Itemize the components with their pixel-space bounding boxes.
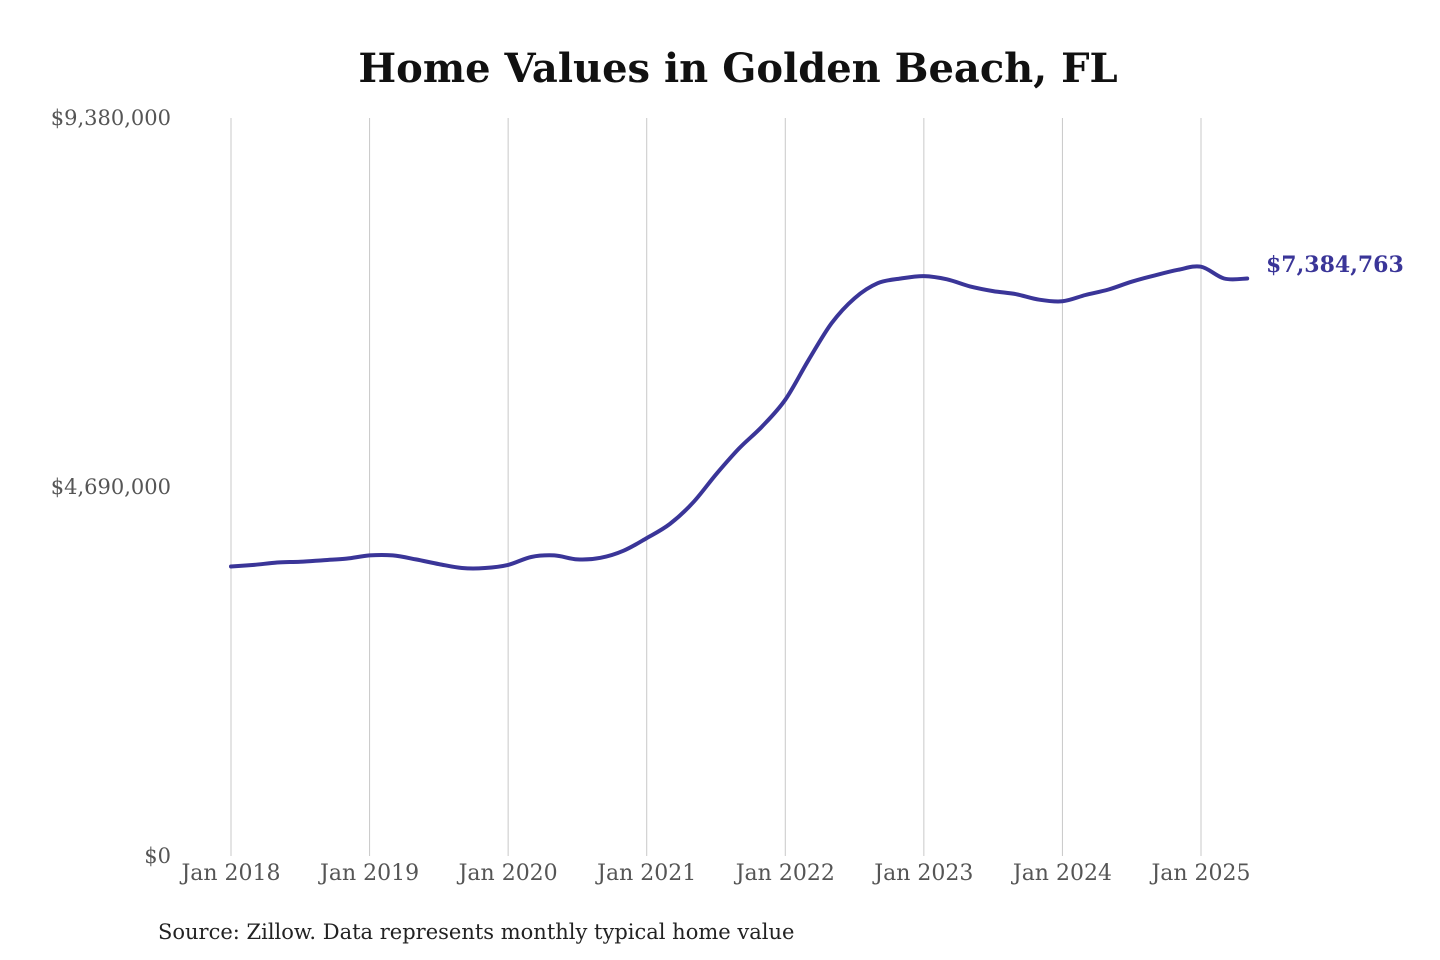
- data-point: [645, 536, 649, 540]
- data-point: [991, 289, 995, 293]
- data-point: [575, 557, 579, 561]
- data-point: [691, 501, 695, 505]
- x-tick-label: Jan 2021: [595, 861, 696, 886]
- data-point: [714, 472, 718, 476]
- data-point: [483, 566, 487, 570]
- data-point: [414, 557, 418, 561]
- home-value-line: [229, 264, 1250, 571]
- data-point: [876, 281, 880, 285]
- data-point: [529, 555, 533, 559]
- data-point: [1199, 265, 1203, 269]
- data-point: [737, 446, 741, 450]
- data-point: [1037, 298, 1041, 302]
- data-point: [1245, 277, 1249, 281]
- data-point: [599, 556, 603, 560]
- x-axis-ticks: Jan 2018 Jan 2019 Jan 2020 Jan 2021 Jan 2022…: [179, 861, 1250, 886]
- data-point: [806, 358, 810, 362]
- data-point: [1153, 273, 1157, 277]
- data-point: [437, 562, 441, 566]
- data-point: [391, 553, 395, 557]
- data-point: [298, 560, 302, 564]
- vertical-gridlines: [230, 118, 1202, 856]
- data-point: [368, 553, 372, 557]
- x-tick-label: Jan 2023: [872, 861, 973, 886]
- data-point: [922, 274, 926, 278]
- x-tick-label: Jan 2022: [734, 861, 835, 886]
- data-point: [829, 321, 833, 325]
- latest-value-label: $7,384,763: [1266, 252, 1404, 278]
- data-point: [853, 296, 857, 300]
- data-point: [229, 564, 233, 568]
- data-point: [1084, 293, 1088, 297]
- y-tick-label: $9,380,000: [51, 106, 171, 130]
- x-tick-label: Jan 2020: [457, 861, 558, 886]
- chart-title: Home Values in Golden Beach, FL: [358, 45, 1117, 92]
- data-points: [229, 265, 1249, 570]
- x-tick-label: Jan 2025: [1149, 861, 1250, 886]
- data-point: [783, 398, 787, 402]
- data-point: [1060, 299, 1064, 303]
- data-point: [899, 277, 903, 281]
- data-point: [668, 522, 672, 526]
- data-point: [945, 277, 949, 281]
- y-tick-label: $0: [144, 844, 171, 868]
- source-note: Source: Zillow. Data represents monthly …: [158, 920, 794, 944]
- data-point: [760, 424, 764, 428]
- data-point: [1107, 288, 1111, 292]
- x-tick-label: Jan 2018: [179, 861, 280, 886]
- y-axis-ticks: $0 $4,690,000 $9,380,000: [51, 106, 171, 868]
- data-point: [344, 557, 348, 561]
- data-point: [252, 563, 256, 567]
- data-point: [1130, 280, 1134, 284]
- data-point: [460, 566, 464, 570]
- data-point: [1014, 292, 1018, 296]
- data-point: [622, 549, 626, 553]
- data-point: [552, 553, 556, 557]
- y-tick-label: $4,690,000: [51, 475, 171, 499]
- data-point: [506, 563, 510, 567]
- x-tick-label: Jan 2024: [1011, 861, 1112, 886]
- data-point: [275, 561, 279, 565]
- data-point: [968, 284, 972, 288]
- data-point: [321, 558, 325, 562]
- data-point: [1176, 268, 1180, 272]
- x-tick-label: Jan 2019: [318, 861, 419, 886]
- data-point: [1222, 277, 1226, 281]
